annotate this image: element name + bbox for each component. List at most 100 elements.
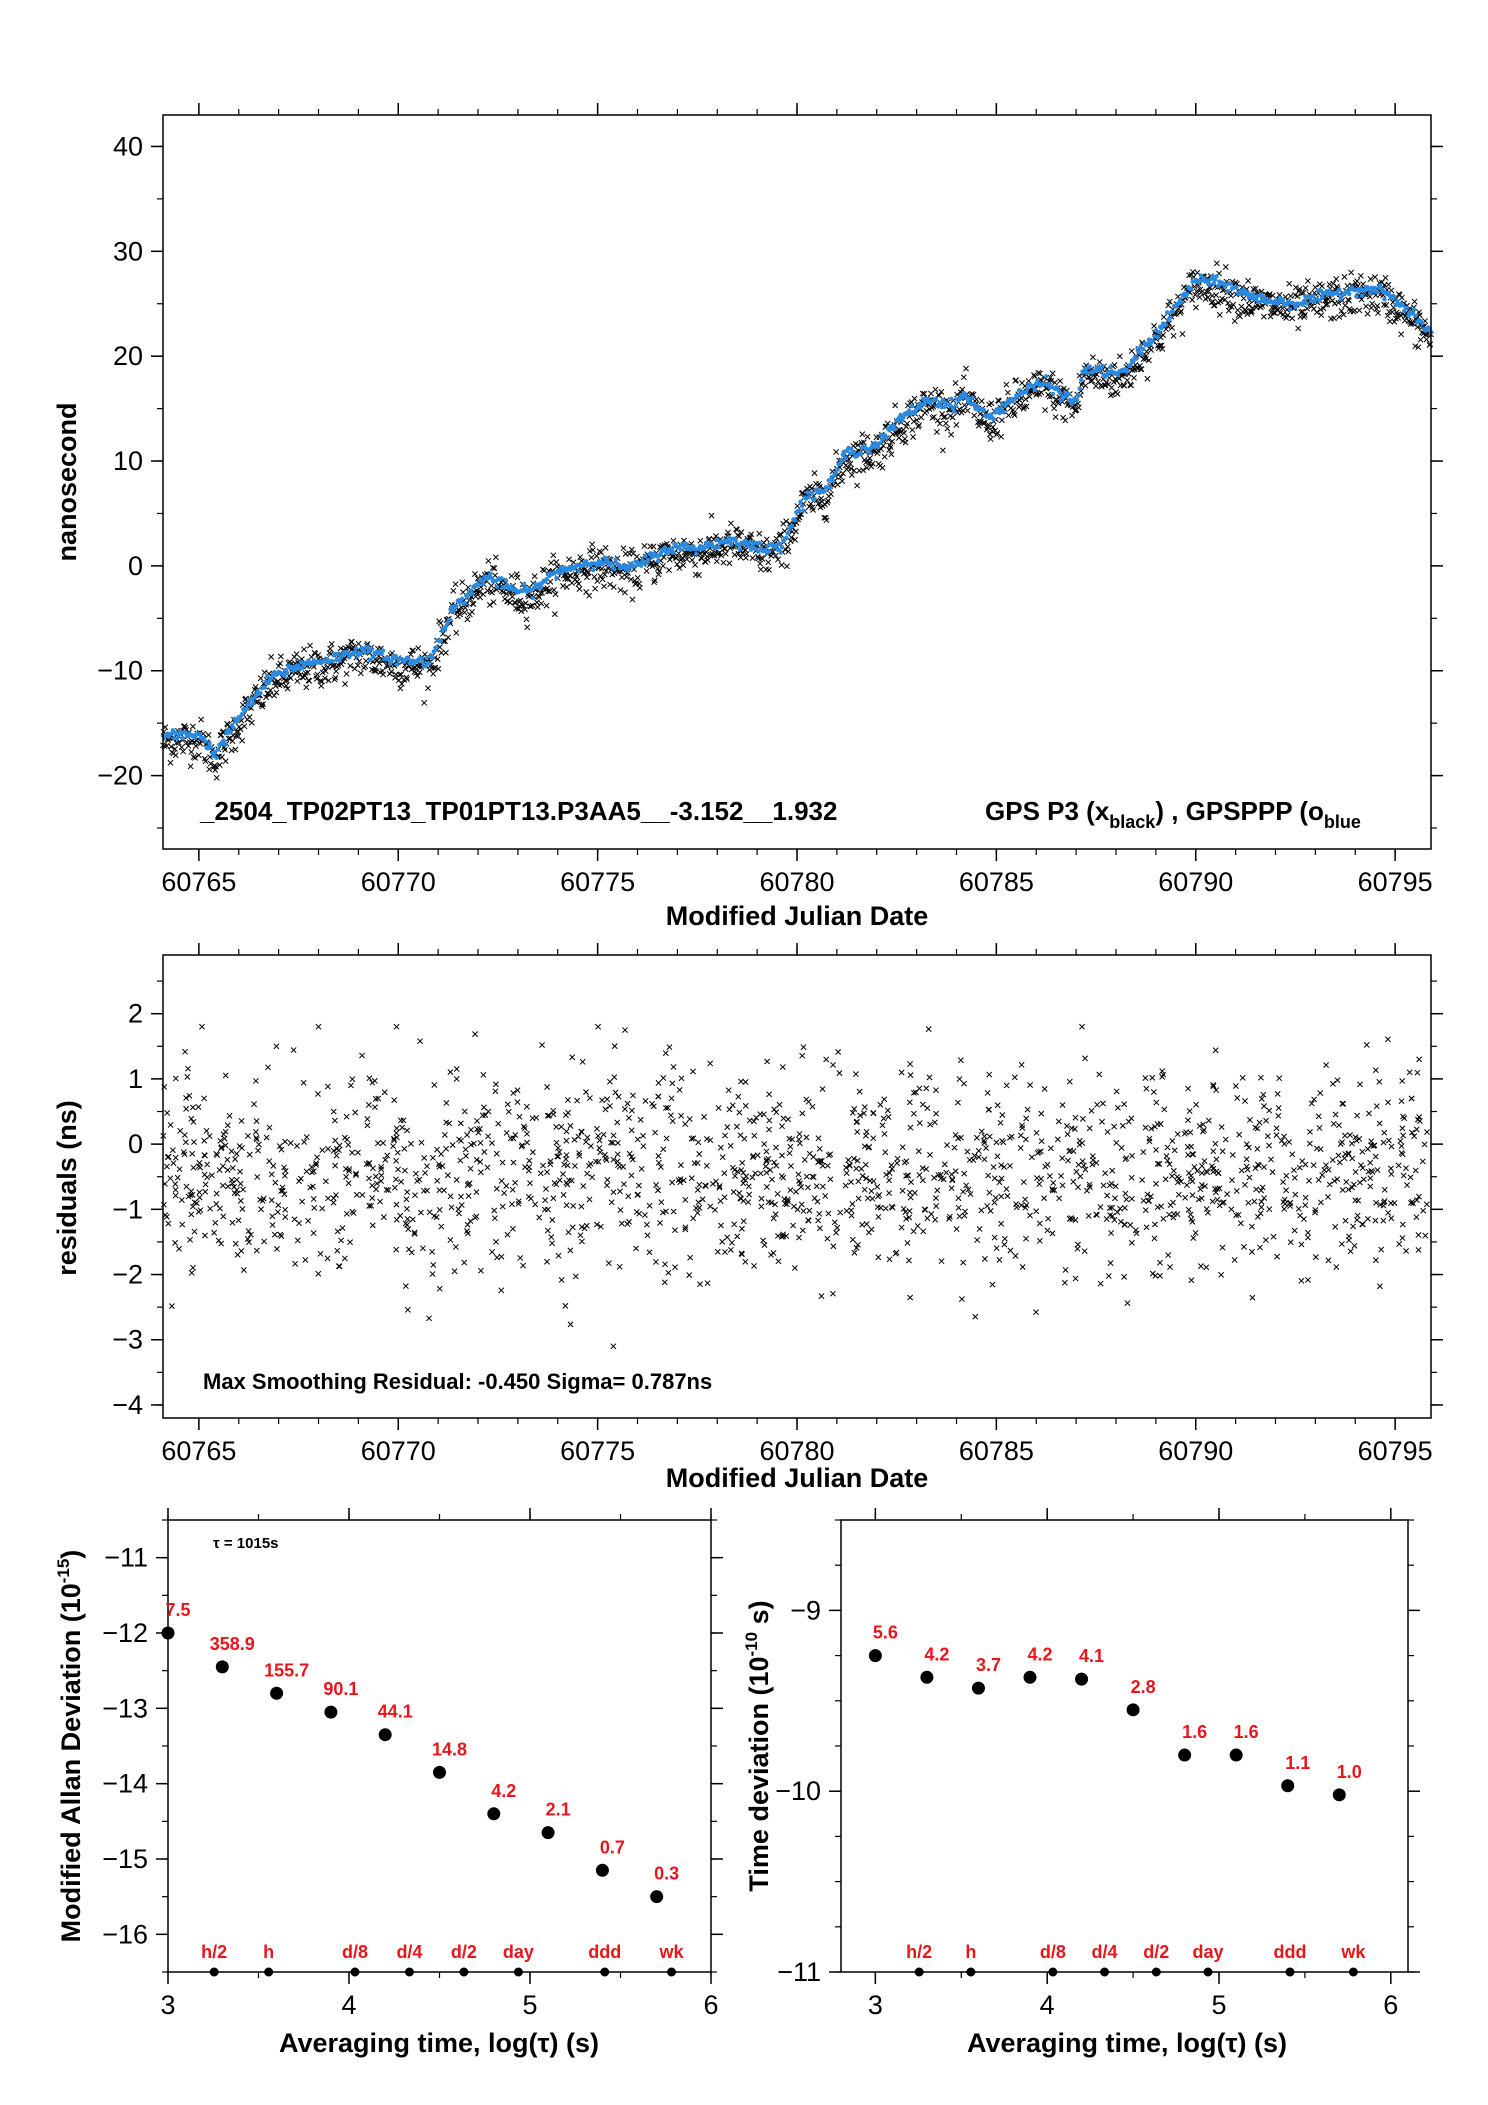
gps-p3-point [940, 414, 947, 421]
residual-point [296, 1220, 303, 1227]
residual-point [1306, 1177, 1312, 1184]
residual-point [1117, 1205, 1124, 1212]
gps-p3-point [416, 669, 423, 676]
gps-p3-point [960, 407, 967, 414]
gps-p3-point [1151, 323, 1158, 329]
gpsppp-point [1084, 370, 1090, 376]
gps-p3-point [963, 365, 969, 372]
residual-point [473, 1189, 480, 1196]
residual-point [604, 1182, 610, 1189]
residual-point [1165, 1252, 1172, 1259]
residual-point [294, 1237, 301, 1244]
gps-p3-point [1158, 342, 1165, 349]
residual-point [567, 1122, 574, 1129]
residual-point [222, 1072, 229, 1079]
gps-p3-point [1075, 404, 1082, 411]
gpsppp-point [214, 755, 219, 761]
gpsppp-point [222, 742, 228, 747]
residual-point [453, 1075, 460, 1082]
gps-p3-point [1324, 301, 1331, 308]
gps-p3-point [923, 407, 930, 414]
residual-point [907, 1061, 914, 1068]
gps-p3-point [1089, 377, 1096, 384]
gps-p3-point [1294, 293, 1301, 300]
residual-point [1266, 1206, 1273, 1213]
gps-p3-point [1354, 278, 1361, 284]
residual-point [1248, 1248, 1255, 1255]
residual-point [1188, 1277, 1195, 1284]
gps-p3-point [1160, 314, 1167, 321]
gps-p3-point [485, 557, 492, 564]
residuals-y-title: residuals (ns) [52, 1100, 82, 1276]
residual-point [1229, 1151, 1236, 1158]
residual-point [311, 1204, 318, 1211]
residual-point [222, 1128, 229, 1135]
residual-point [201, 1232, 208, 1239]
gps-p3-point [531, 573, 538, 580]
tdev-time-marker [1285, 1967, 1295, 1977]
residual-point [928, 1211, 935, 1218]
gpsppp-point [379, 651, 384, 657]
residual-point [274, 1245, 280, 1252]
residual-point [824, 1235, 831, 1242]
residual-point [188, 1269, 195, 1276]
gps-p3-point [563, 571, 569, 578]
residual-point [195, 1104, 202, 1110]
residual-point [1423, 1201, 1430, 1208]
residual-point [172, 1192, 179, 1199]
residual-point [377, 1198, 384, 1205]
gps-p3-point [998, 417, 1005, 424]
gps-p3-point [975, 422, 982, 429]
gpsppp-point [262, 685, 267, 690]
residual-point [628, 1127, 635, 1134]
residual-point [1228, 1206, 1235, 1213]
residual-point [196, 1189, 203, 1196]
gps-p3-point [918, 414, 925, 421]
residual-point [933, 1110, 940, 1117]
residual-point [1100, 1182, 1107, 1189]
residual-point [861, 1186, 868, 1193]
residual-point [752, 1170, 759, 1177]
mdev-y-title-main: Modified Allan Deviation (10 [56, 1583, 86, 1942]
gps-p3-point [268, 653, 275, 660]
residual-point [635, 1182, 642, 1189]
residual-point [1380, 1217, 1387, 1224]
gps-p3-point [627, 576, 634, 583]
residual-point [667, 1112, 674, 1119]
residual-point [1400, 1172, 1407, 1179]
gps-p3-point [362, 663, 369, 670]
gps-p3-point [1342, 302, 1349, 309]
gpsppp-point [784, 535, 789, 541]
residual-point [1064, 1131, 1071, 1138]
residual-point [319, 1147, 326, 1154]
residual-point [993, 1139, 1000, 1146]
residual-point [1359, 1221, 1366, 1228]
residual-point [669, 1179, 676, 1186]
residual-point [555, 1252, 562, 1259]
residual-point [634, 1191, 641, 1198]
residual-point [1024, 1106, 1031, 1113]
residuals-frame [162, 954, 1432, 1419]
residual-point [330, 1199, 337, 1206]
residual-point [816, 1210, 823, 1217]
gpsppp-point [1108, 364, 1114, 370]
timeseries-x-title: Modified Julian Date [666, 901, 929, 931]
residual-point [1193, 1101, 1200, 1108]
residual-point [324, 1083, 331, 1090]
gpsppp-point [1280, 297, 1286, 303]
gps-p3-point [881, 453, 888, 460]
tdev-point-label: 4.2 [1027, 1644, 1052, 1664]
tdev-ytick-label: −10 [775, 1776, 821, 1806]
gpsppp-point [1079, 377, 1084, 383]
residual-point [341, 1255, 348, 1262]
residual-point [1184, 1117, 1191, 1124]
timeseries-xtick-label: 60775 [560, 867, 635, 897]
gps-p3-point [1313, 309, 1320, 316]
residual-point [374, 1140, 381, 1147]
timeseries-xtick-label: 60765 [161, 867, 236, 897]
gps-p3-point [1236, 313, 1243, 320]
residual-point [353, 1191, 360, 1198]
residual-point [1008, 1133, 1015, 1140]
residual-point [524, 1139, 531, 1146]
residual-point [421, 1154, 428, 1161]
